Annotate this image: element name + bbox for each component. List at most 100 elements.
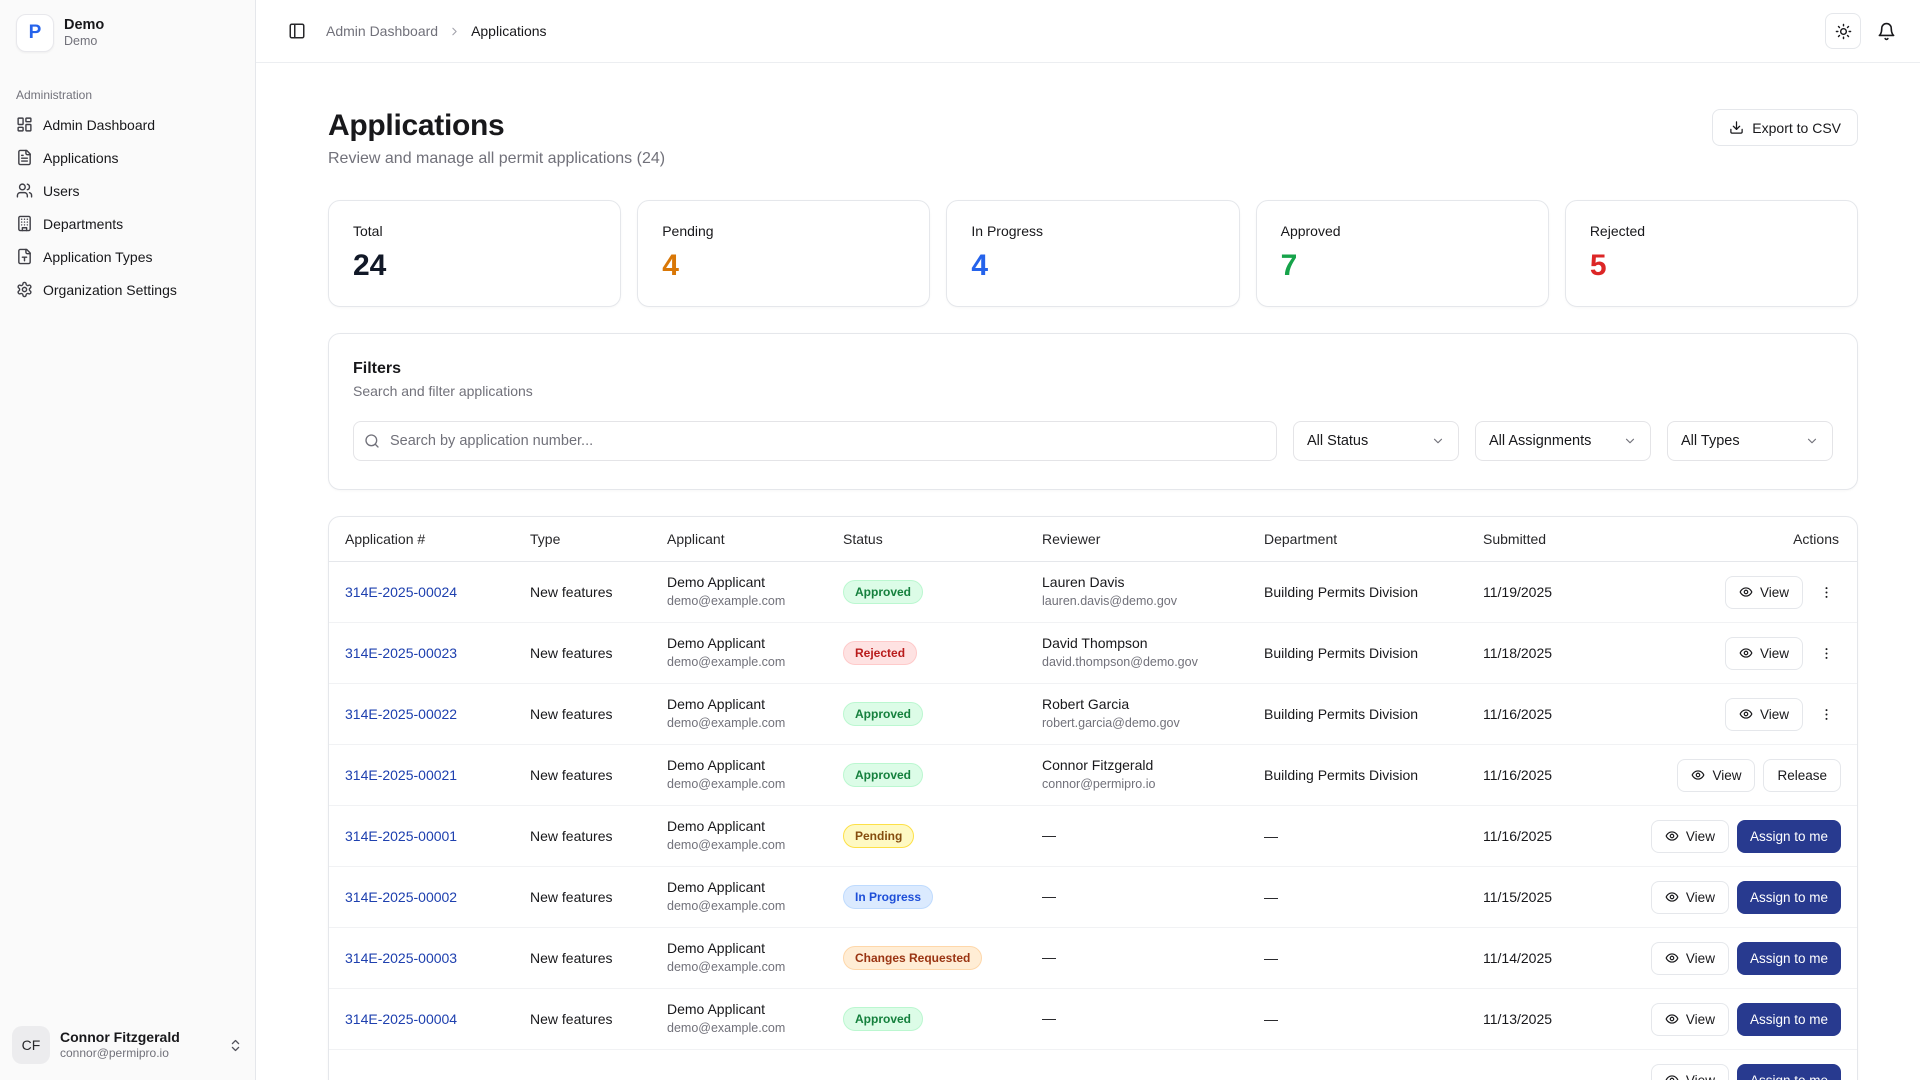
assign-to-me-button[interactable]: Assign to me xyxy=(1737,1064,1841,1080)
status-badge: Approved xyxy=(843,580,923,604)
view-button[interactable]: View xyxy=(1725,576,1803,609)
view-button[interactable]: View xyxy=(1651,942,1729,975)
type-cell: New features xyxy=(514,889,651,905)
sidebar-item-departments[interactable]: Departments xyxy=(8,207,247,240)
view-button[interactable]: View xyxy=(1725,637,1803,670)
type-cell: New features xyxy=(514,1011,651,1027)
view-button[interactable]: View xyxy=(1677,759,1755,792)
sidebar-item-users[interactable]: Users xyxy=(8,174,247,207)
reviewer-name: Connor Fitzgerald xyxy=(1042,757,1248,775)
status-badge: Changes Requested xyxy=(843,946,982,970)
chevron-down-icon xyxy=(1805,434,1819,448)
export-csv-button[interactable]: Export to CSV xyxy=(1712,109,1858,146)
stat-value: 4 xyxy=(662,249,905,283)
sidebar-item-applications[interactable]: Applications xyxy=(8,141,247,174)
status-badge: Approved xyxy=(843,1007,923,1031)
column-header: Application # xyxy=(329,531,514,547)
chevron-down-icon xyxy=(1623,434,1637,448)
applicant-name: Demo Applicant xyxy=(667,574,827,592)
reviewer-name: — xyxy=(1042,827,1248,845)
sidebar-item-application-types[interactable]: Application Types xyxy=(8,240,247,273)
release-button[interactable]: Release xyxy=(1763,759,1841,792)
stat-card-rejected: Rejected 5 xyxy=(1565,200,1858,307)
page-subtitle: Review and manage all permit application… xyxy=(328,150,665,168)
search-input[interactable] xyxy=(353,421,1277,461)
department-cell: — xyxy=(1248,828,1467,844)
column-header: Applicant xyxy=(651,531,827,547)
assign-to-me-button[interactable]: Assign to me xyxy=(1737,881,1841,914)
assign-to-me-button[interactable]: Assign to me xyxy=(1737,820,1841,853)
application-number-link[interactable]: 314E-2025-00023 xyxy=(345,645,457,661)
table-row: 314E-2025-00023 New features Demo Applic… xyxy=(329,623,1857,684)
org-switcher[interactable]: P Demo Demo xyxy=(0,0,255,66)
breadcrumb-current: Applications xyxy=(471,23,547,39)
layout-dashboard-icon xyxy=(16,116,33,133)
stat-cards: Total 24 Pending 4 In Progress 4 Approve… xyxy=(328,200,1858,307)
column-header: Submitted xyxy=(1467,531,1619,547)
main-area: Admin Dashboard Applications Application… xyxy=(256,0,1920,1080)
submitted-cell: 11/14/2025 xyxy=(1467,950,1619,966)
status-filter-select[interactable]: All Status xyxy=(1293,421,1459,461)
sidebar-item-organization-settings[interactable]: Organization Settings xyxy=(8,273,247,306)
download-icon xyxy=(1729,120,1744,135)
status-badge: Rejected xyxy=(843,641,917,665)
sidebar: P Demo Demo Administration Admin Dashboa… xyxy=(0,0,256,1080)
file-type-icon xyxy=(16,248,33,265)
applicant-name: Demo Applicant xyxy=(667,635,827,653)
users-icon xyxy=(16,182,33,199)
eye-icon xyxy=(1739,707,1753,721)
assignment-filter-select[interactable]: All Assignments xyxy=(1475,421,1651,461)
bell-icon xyxy=(1877,22,1896,41)
applicant-email: demo@example.com xyxy=(667,715,827,732)
type-cell: New features xyxy=(514,645,651,661)
application-number-link[interactable]: 314E-2025-00022 xyxy=(345,706,457,722)
sidebar-user-menu[interactable]: CF Connor Fitzgerald connor@permipro.io xyxy=(0,1014,255,1076)
reviewer-name: — xyxy=(1042,1010,1248,1028)
stat-label: In Progress xyxy=(971,223,1214,239)
applicant-name: Demo Applicant xyxy=(667,818,827,836)
view-button[interactable]: View xyxy=(1651,1003,1729,1036)
row-menu-button[interactable] xyxy=(1811,699,1841,729)
more-vertical-icon xyxy=(1819,646,1834,661)
notifications-button[interactable] xyxy=(1873,18,1900,45)
view-button[interactable]: View xyxy=(1725,698,1803,731)
application-number-link[interactable]: 314E-2025-00021 xyxy=(345,767,457,783)
row-menu-button[interactable] xyxy=(1811,577,1841,607)
type-filter-select[interactable]: All Types xyxy=(1667,421,1833,461)
assign-to-me-button[interactable]: Assign to me xyxy=(1737,942,1841,975)
avatar: CF xyxy=(12,1026,50,1064)
type-filter-value: All Types xyxy=(1681,433,1740,449)
org-subtitle: Demo xyxy=(64,34,104,49)
org-name: Demo xyxy=(64,17,104,34)
view-button[interactable]: View xyxy=(1651,881,1729,914)
building-icon xyxy=(16,215,33,232)
application-number-link[interactable]: 314E-2025-00004 xyxy=(345,1011,457,1027)
sidebar-item-admin-dashboard[interactable]: Admin Dashboard xyxy=(8,108,247,141)
filters-panel: Filters Search and filter applications A… xyxy=(328,333,1858,490)
submitted-cell: 11/16/2025 xyxy=(1467,706,1619,722)
eye-icon xyxy=(1665,951,1679,965)
submitted-cell: 11/15/2025 xyxy=(1467,889,1619,905)
table-body: 314E-2025-00024 New features Demo Applic… xyxy=(329,562,1857,1080)
status-badge: Pending xyxy=(843,824,914,848)
view-button[interactable]: View xyxy=(1651,1064,1729,1080)
applicant-email: demo@example.com xyxy=(667,837,827,854)
application-number-link[interactable]: 314E-2025-00003 xyxy=(345,950,457,966)
type-cell: New features xyxy=(514,950,651,966)
sidebar-toggle-button[interactable] xyxy=(282,16,312,46)
user-name: Connor Fitzgerald xyxy=(60,1029,218,1046)
stat-value: 24 xyxy=(353,249,596,283)
view-button[interactable]: View xyxy=(1651,820,1729,853)
assign-to-me-button[interactable]: Assign to me xyxy=(1737,1003,1841,1036)
theme-toggle-button[interactable] xyxy=(1825,13,1861,49)
submitted-cell: 11/16/2025 xyxy=(1467,767,1619,783)
stat-value: 7 xyxy=(1281,249,1524,283)
chevrons-up-down-icon xyxy=(228,1038,243,1053)
application-number-link[interactable]: 314E-2025-00024 xyxy=(345,584,457,600)
application-number-link[interactable]: 314E-2025-00002 xyxy=(345,889,457,905)
row-menu-button[interactable] xyxy=(1811,638,1841,668)
application-number-link[interactable]: 314E-2025-00001 xyxy=(345,828,457,844)
breadcrumb-parent[interactable]: Admin Dashboard xyxy=(326,23,438,39)
filters-title: Filters xyxy=(353,360,1833,378)
applicant-name: Demo Applicant xyxy=(667,757,827,775)
